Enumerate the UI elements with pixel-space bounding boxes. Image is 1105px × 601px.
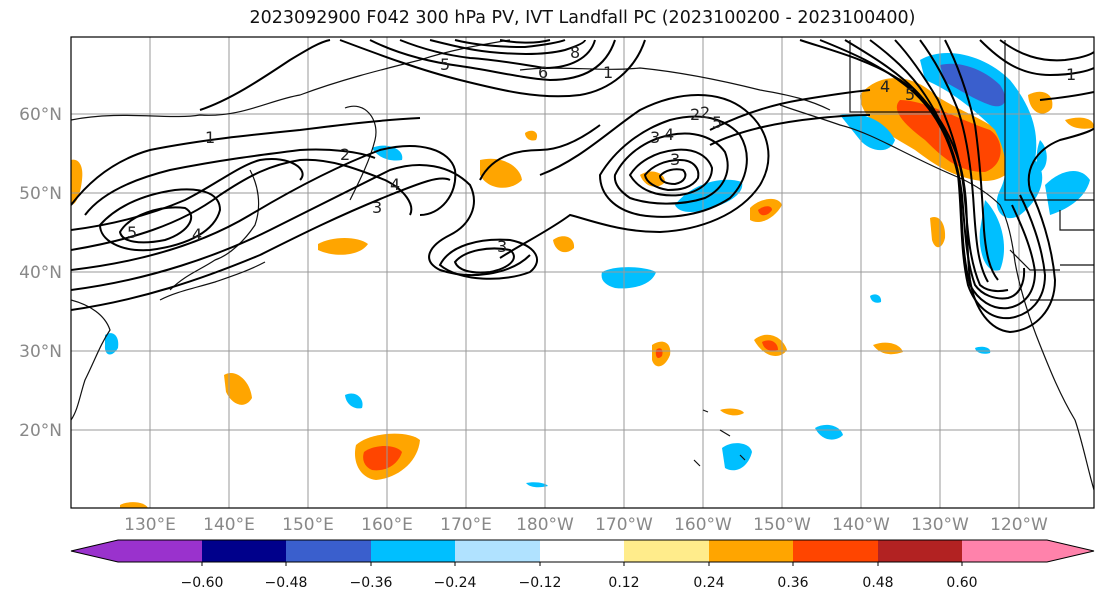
pv-positive-ne-corner <box>1065 117 1094 129</box>
contour-label: 4 <box>192 225 202 244</box>
map-title: 2023092900 F042 300 hPa PV, IVT Landfall… <box>249 8 916 28</box>
pv-negative-140w <box>815 424 843 440</box>
lon-label: 160°W <box>674 515 732 535</box>
colorbar-tick-label: −0.48 <box>265 575 308 591</box>
map-frame <box>70 36 1095 509</box>
contour-label: 1 <box>205 128 215 147</box>
colorbar-outline <box>70 539 1095 563</box>
lon-label: 160°E <box>361 515 413 535</box>
pv-positive-155w <box>720 408 744 416</box>
contour-label: 2 <box>700 103 710 122</box>
longitude-labels: 130°E 140°E 150°E 160°E 170°E 180°W 170°… <box>124 515 1048 535</box>
colorbar-segment <box>878 540 962 562</box>
lat-label: 60°N <box>19 105 62 125</box>
contour-label: 8 <box>570 43 580 62</box>
pv-positive-160e-core <box>363 446 402 471</box>
contour-label: 6 <box>538 63 548 82</box>
pv-negative-180 <box>526 482 548 488</box>
colorbar-tick-label: 0.36 <box>777 575 808 591</box>
colorbar-segment <box>709 540 793 562</box>
lat-label: 50°N <box>19 184 62 204</box>
latitude-labels: 60°N 50°N 40°N 30°N 20°N <box>19 105 62 441</box>
colorbar-segment <box>202 540 286 562</box>
pv-positive-central <box>553 236 575 253</box>
lon-label: 170°W <box>595 515 653 535</box>
contour-labels: 1 2 3 4 5 4 3 2 5 6 8 1 2 3 4 5 3 4 5 1 <box>127 43 1076 256</box>
pv-negative-region <box>920 52 1043 219</box>
lon-label: 170°E <box>440 515 492 535</box>
contour-label: 5 <box>127 223 137 242</box>
pv-positive-east <box>1028 91 1053 114</box>
colorbar <box>70 539 1095 566</box>
colorbar-segment <box>286 540 371 562</box>
colorbar-extend-high <box>1047 540 1094 562</box>
pv-positive-150w-core <box>762 340 778 351</box>
pv-contours <box>71 39 1094 334</box>
pv-positive-nw <box>525 130 538 141</box>
contour-label: 4 <box>390 175 400 194</box>
lat-label: 40°N <box>19 263 62 283</box>
contour-label: 1 <box>603 63 613 82</box>
contour-label: 3 <box>497 237 507 256</box>
pv-negative-135w-small <box>870 294 882 303</box>
colorbar-segment <box>962 540 1047 562</box>
coastlines <box>71 39 1094 491</box>
lon-label: 140°E <box>203 515 255 535</box>
pv-negative-core <box>940 63 1006 107</box>
pv-shading <box>71 52 1094 508</box>
pv-negative-taiwan <box>104 333 119 355</box>
colorbar-tick-label: −0.12 <box>519 575 562 591</box>
contour-label: 5 <box>712 113 722 132</box>
pv-negative-coast <box>979 200 1005 271</box>
pv-positive-coast-40n <box>930 216 946 248</box>
colorbar-tick-label: −0.36 <box>350 575 393 591</box>
lon-label: 120°W <box>990 515 1048 535</box>
contour-label: 2 <box>690 105 700 124</box>
pv-positive-aleutian <box>640 171 665 187</box>
colorbar-tick-label: 0.12 <box>608 575 639 591</box>
lon-label: 150°W <box>753 515 811 535</box>
colorbar-ticks: −0.60 −0.48 −0.36 −0.24 −0.12 0.12 0.24 … <box>181 575 978 591</box>
pv-positive-bottom-left <box>120 502 148 508</box>
colorbar-tick-label: 0.60 <box>946 575 977 591</box>
contour-label: 5 <box>905 85 915 104</box>
contour-label: 1 <box>1066 65 1076 84</box>
pv-negative-125w <box>975 346 991 354</box>
colorbar-extend-low <box>71 540 118 562</box>
contour-label: 3 <box>670 150 680 169</box>
colorbar-segment <box>371 540 455 562</box>
lon-label: 140°W <box>832 515 890 535</box>
contour-label: 4 <box>664 125 674 144</box>
lat-label: 20°N <box>19 421 62 441</box>
pv-positive-ryukyu <box>224 372 252 405</box>
colorbar-tick-label: 0.24 <box>693 575 724 591</box>
colorbar-tick-label: 0.48 <box>862 575 893 591</box>
contour-label: 4 <box>880 77 890 96</box>
pv-positive-west-edge <box>71 159 83 205</box>
colorbar-tick-label: −0.24 <box>434 575 477 591</box>
pv-negative-hawaii <box>722 443 752 471</box>
contour-label: 3 <box>372 198 382 217</box>
lat-label: 30°N <box>19 342 62 362</box>
lon-label: 150°E <box>282 515 334 535</box>
colorbar-tick-label: −0.60 <box>181 575 224 591</box>
contour-label: 3 <box>650 128 660 147</box>
colorbar-segment <box>118 540 202 562</box>
contour-label: 2 <box>340 145 350 164</box>
pv-negative-155e <box>345 393 363 409</box>
colorbar-segment <box>455 540 540 562</box>
contour-label: 5 <box>440 55 450 74</box>
pv-positive-japan-east <box>318 238 368 255</box>
lon-label: 130°E <box>124 515 176 535</box>
colorbar-segment <box>624 540 709 562</box>
lon-label: 130°W <box>911 515 969 535</box>
colorbar-segment <box>793 540 878 562</box>
pv-positive-gulf-core <box>758 206 772 216</box>
colorbar-segment <box>540 540 624 562</box>
lon-label: 180°W <box>516 515 574 535</box>
